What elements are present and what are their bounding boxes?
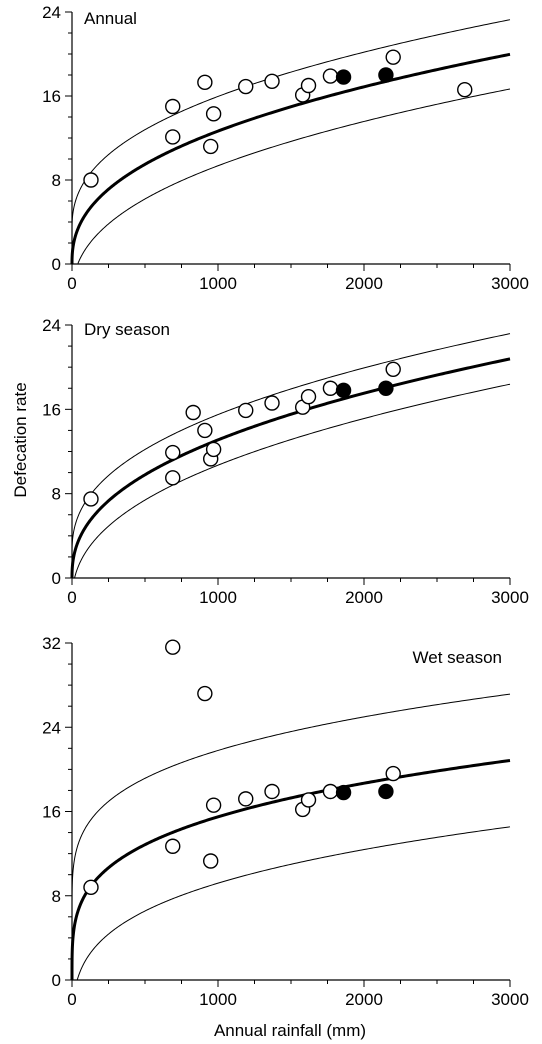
y-tick-label: 0 <box>52 569 61 588</box>
x-tick-label: 2000 <box>345 588 383 607</box>
data-point-open <box>238 791 254 807</box>
data-point-open <box>300 792 317 808</box>
data-point-open <box>385 49 401 65</box>
y-tick-label: 16 <box>42 400 61 419</box>
data-point-filled <box>335 382 352 399</box>
lower-envelope-line <box>76 826 511 980</box>
upper-envelope-line <box>71 19 511 230</box>
data-point-open <box>197 422 213 439</box>
x-axis-title: Annual rainfall (mm) <box>214 1021 366 1040</box>
data-point-open <box>165 838 181 854</box>
x-tick-label: 1000 <box>199 990 237 1009</box>
data-point-filled <box>335 69 352 85</box>
data-point-open <box>205 441 222 458</box>
data-point-filled <box>378 67 394 83</box>
x-tick-label: 0 <box>67 274 76 293</box>
data-point-open <box>264 783 280 800</box>
data-point-open <box>165 470 181 486</box>
data-point-open <box>238 402 254 419</box>
data-point-open <box>165 444 181 461</box>
lower-envelope-line <box>74 383 511 579</box>
x-tick-label: 3000 <box>491 588 529 607</box>
fitted-curve <box>70 52 511 264</box>
panel-title: Annual <box>84 9 137 28</box>
fitted-curve <box>70 357 511 578</box>
lower-envelope-line <box>77 88 511 264</box>
panel-title: Wet season <box>413 648 502 667</box>
y-tick-label: 24 <box>42 316 61 335</box>
x-tick-label: 3000 <box>491 274 529 293</box>
y-tick-label: 32 <box>42 634 61 653</box>
data-point-open <box>322 783 339 800</box>
data-point-filled <box>335 784 352 801</box>
data-point-open <box>202 853 219 869</box>
x-tick-label: 1000 <box>199 274 237 293</box>
y-axis-title: Defecation rate <box>11 382 30 497</box>
data-point-open <box>205 797 222 813</box>
y-tick-label: 24 <box>42 718 61 737</box>
data-point-open <box>165 639 181 655</box>
data-point-open <box>165 98 181 115</box>
panel-dry-season: 0 8 16 24 0 1000 2000 3000 Dry season <box>42 316 529 607</box>
data-point-open <box>300 388 317 405</box>
panel-title: Dry season <box>84 320 170 339</box>
data-point-open <box>300 77 317 94</box>
y-tick-label: 0 <box>52 255 61 274</box>
y-tick-label: 16 <box>42 87 61 106</box>
y-tick-label: 8 <box>52 887 61 906</box>
data-point-open <box>83 879 99 896</box>
data-point-open <box>197 685 213 702</box>
data-point-open <box>205 106 222 122</box>
data-point-open <box>385 361 401 377</box>
data-point-open <box>385 765 401 782</box>
data-point-open <box>197 74 213 91</box>
data-point-open <box>202 138 219 155</box>
data-point-filled <box>378 380 394 396</box>
x-tick-label: 3000 <box>491 990 529 1009</box>
data-point-open <box>185 404 201 421</box>
y-tick-label: 0 <box>52 971 61 990</box>
x-tick-label: 2000 <box>345 990 383 1009</box>
upper-envelope-line <box>71 333 511 553</box>
y-tick-label: 8 <box>52 171 61 190</box>
upper-envelope-line <box>71 693 511 914</box>
y-tick-label: 24 <box>42 3 61 22</box>
data-point-open <box>83 172 99 188</box>
fitted-curve <box>70 758 511 980</box>
data-point-open <box>322 68 339 84</box>
data-point-open <box>457 81 473 98</box>
data-point-open <box>83 491 99 507</box>
y-tick-label: 16 <box>42 803 61 822</box>
data-point-open <box>238 78 254 95</box>
panel-annual: 0 8 16 24 0 1000 2000 3000 Annual <box>42 3 529 293</box>
data-point-open <box>322 380 339 396</box>
panel-wet-season: 0 8 16 24 32 0 1000 2000 3000 Wet season <box>42 634 529 1009</box>
data-point-open <box>165 129 181 145</box>
y-tick-label: 8 <box>52 485 61 504</box>
data-point-open <box>264 73 280 90</box>
x-tick-label: 1000 <box>199 588 237 607</box>
x-tick-label: 2000 <box>345 274 383 293</box>
x-tick-label: 0 <box>67 588 76 607</box>
data-point-open <box>264 395 280 411</box>
data-point-filled <box>378 783 394 800</box>
x-tick-label: 0 <box>67 990 76 1009</box>
